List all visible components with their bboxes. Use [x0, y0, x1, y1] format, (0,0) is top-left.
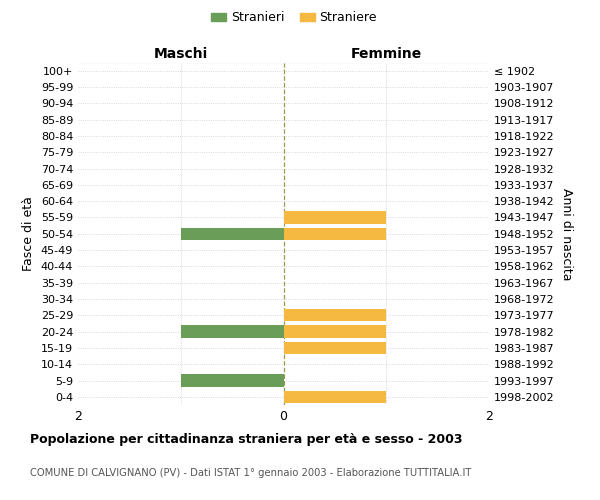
Bar: [284, 390, 386, 403]
Y-axis label: Fasce di età: Fasce di età: [22, 196, 35, 271]
Text: Femmine: Femmine: [350, 47, 422, 61]
Bar: [284, 309, 386, 322]
Bar: [181, 374, 284, 386]
Bar: [181, 228, 284, 240]
Text: Popolazione per cittadinanza straniera per età e sesso - 2003: Popolazione per cittadinanza straniera p…: [30, 432, 463, 446]
Bar: [284, 326, 386, 338]
Text: COMUNE DI CALVIGNANO (PV) - Dati ISTAT 1° gennaio 2003 - Elaborazione TUTTITALIA: COMUNE DI CALVIGNANO (PV) - Dati ISTAT 1…: [30, 468, 472, 477]
Bar: [284, 342, 386, 354]
Y-axis label: Anni di nascita: Anni di nascita: [560, 188, 572, 280]
Legend: Stranieri, Straniere: Stranieri, Straniere: [206, 6, 382, 29]
Bar: [284, 228, 386, 240]
Bar: [181, 326, 284, 338]
Text: Maschi: Maschi: [154, 47, 208, 61]
Bar: [284, 212, 386, 224]
